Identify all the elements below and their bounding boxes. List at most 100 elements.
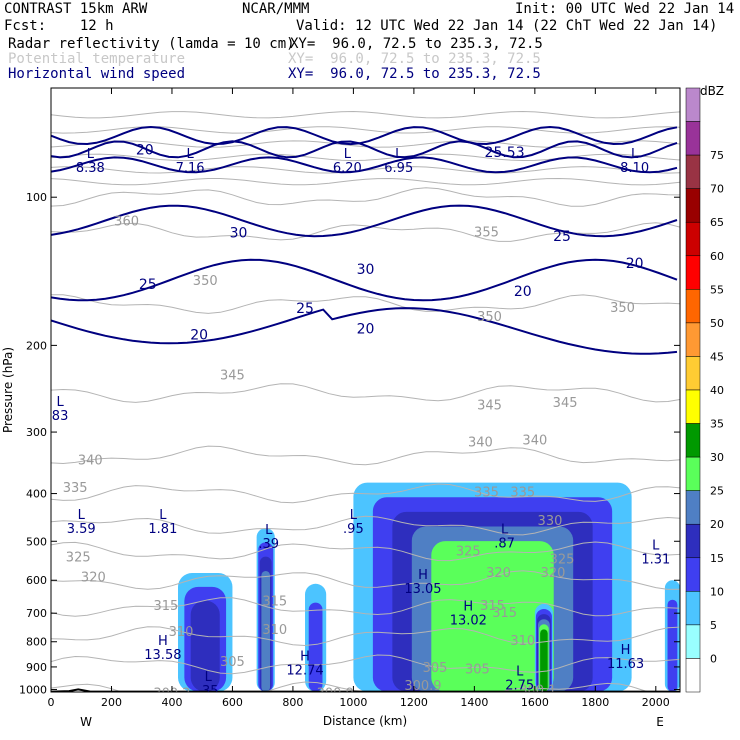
theta-label-24: 310 <box>169 625 194 640</box>
colorbar-unit: dBZ <box>700 84 724 98</box>
theta-label-22: 315 <box>262 595 287 610</box>
theta-label-23: 315 <box>480 599 505 614</box>
colorbar-swatch-4 <box>685 221 701 257</box>
y-tick-label-700: 700 <box>26 607 47 620</box>
extremum-value-1: 7.16 <box>176 161 205 176</box>
field-reflectivity-xy: XY= 96.0, 72.5 to 235.3, 72.5 <box>290 36 543 52</box>
extremum-kind-0: L <box>87 147 95 162</box>
init-time: Init: 00 UTC Wed 22 Jan 14 <box>515 1 735 17</box>
extremum-kind-18: L <box>56 395 64 410</box>
extremum-value-16: .35 <box>198 684 219 699</box>
colorbar-swatch-16 <box>685 624 701 659</box>
colorbar-swatch-14 <box>685 557 701 592</box>
theta-contour-layer <box>51 110 680 692</box>
extremum-value-12: 13.02 <box>450 613 487 628</box>
extremum-value-6: 1.81 <box>148 522 177 537</box>
wind-contour-20 <box>51 307 678 355</box>
colorbar: 0 5 10 15 20 25 30 35 40 45 50 55 60 65 70 75 <box>685 87 724 693</box>
extremum-value-15: 11.63 <box>607 657 644 672</box>
extremum-kind-9: L <box>501 523 509 538</box>
theta-label-17: 325 <box>550 553 575 568</box>
wind-label-6: 20 <box>357 322 375 338</box>
theta-contour-upper-5 <box>51 177 680 186</box>
x-tick-label-1600: 1600 <box>521 696 549 709</box>
west-end-label: W <box>80 715 92 729</box>
theta-label-13: 335 <box>510 485 535 500</box>
colorbar-swatch-11 <box>685 456 701 491</box>
colorbar-label-15: 15 <box>710 552 724 565</box>
institution-label: NCAR/MMM <box>242 1 310 17</box>
colorbar-swatch-0 <box>685 87 701 122</box>
field-wind-xy: XY= 96.0, 72.5 to 235.3, 72.5 <box>288 66 541 82</box>
extremum-kind-8: L <box>350 508 358 523</box>
colorbar-swatch-5 <box>685 255 701 290</box>
colorbar-label-55: 55 <box>710 283 724 296</box>
colorbar-label-30: 30 <box>710 451 724 464</box>
theta-label-21: 315 <box>153 599 178 614</box>
colorbar-label-70: 70 <box>710 183 724 196</box>
colorbar-label-40: 40 <box>710 384 724 397</box>
extremum-value-13: 13.58 <box>144 648 181 663</box>
colorbar-swatch-13 <box>685 523 701 559</box>
extremum-value-11: 13.05 <box>404 582 441 597</box>
wind-label-3: 30 <box>357 262 375 278</box>
colorbar-swatch-12 <box>685 490 701 525</box>
y-axis-label: Pressure (hPa) <box>1 347 15 433</box>
theta-label-16: 325 <box>456 545 481 560</box>
field-wind-name: Horizontal wind speed <box>8 66 186 82</box>
colorbar-label-60: 60 <box>710 250 724 263</box>
extremum-value-9: .87 <box>494 537 515 552</box>
theta-contour-345 <box>51 383 680 403</box>
colorbar-swatch-1 <box>685 121 701 156</box>
forecast-hour: Fcst: 12 h <box>4 18 114 34</box>
extremum-kind-15: H <box>621 643 631 658</box>
wind-label-4: 25 <box>296 301 314 317</box>
extremum-kind-13: H <box>158 634 168 649</box>
colorbar-swatch-17 <box>685 658 701 693</box>
wind-label-7: 20 <box>514 284 532 300</box>
east-end-label: E <box>656 715 664 729</box>
colorbar-label-65: 65 <box>710 216 724 229</box>
extremum-kind-5: L <box>78 508 86 523</box>
reflectivity-fill-4-5 <box>540 629 548 692</box>
extremum-kind-4: L <box>631 147 639 162</box>
x-tick-label-800: 800 <box>282 696 303 709</box>
wind-contour-30 <box>51 204 678 238</box>
theta-contour-315 <box>51 597 680 617</box>
extremum-value-10: 1.31 <box>641 552 670 567</box>
colorbar-swatch-10 <box>685 423 701 458</box>
extremum-value-4: 8.10 <box>620 161 649 176</box>
theta-label-33: 300.1 <box>519 684 556 699</box>
extremum-kind-17: L <box>516 664 524 679</box>
field-theta-xy: XY= 96.0, 72.5 to 235.3, 72.5 <box>288 51 541 67</box>
theta-contour-360 <box>51 187 680 207</box>
extremum-kind-7: L <box>265 523 273 538</box>
reflectivity-fill-0-2 <box>190 600 220 692</box>
extremum-value-5: 3.59 <box>67 522 96 537</box>
y-tick-label-300: 300 <box>26 426 47 439</box>
colorbar-swatch-7 <box>685 322 701 357</box>
extremum-value-14: 12.74 <box>286 664 323 679</box>
theta-contour-320 <box>51 570 680 590</box>
extremum-value-18: 83 <box>52 409 69 424</box>
field-theta-name: Potential temperature <box>8 51 186 67</box>
colorbar-label-25: 25 <box>710 485 724 498</box>
y-tick-label-500: 500 <box>26 535 47 548</box>
wind-label-10: 25.53 <box>485 145 525 161</box>
reflectivity-fill-2-1 <box>308 602 323 692</box>
theta-contour-340 <box>51 445 680 466</box>
extremum-kind-3: L <box>395 147 403 162</box>
colorbar-label-45: 45 <box>710 350 724 363</box>
theta-label-19: 320 <box>486 566 511 581</box>
theta-label-25: 310 <box>262 623 287 638</box>
theta-contour-325 <box>51 541 680 562</box>
theta-label-12: 335 <box>474 485 499 500</box>
theta-contour-350 <box>51 294 680 314</box>
extremum-value-17: 2.75 <box>505 678 534 693</box>
y-tick-label-800: 800 <box>26 636 47 649</box>
model-title: CONTRAST 15km ARW <box>4 1 148 17</box>
extremum-kind-14: H <box>300 650 310 665</box>
colorbar-swatch-8 <box>685 356 701 391</box>
wind-label-8: 25 <box>553 229 571 245</box>
